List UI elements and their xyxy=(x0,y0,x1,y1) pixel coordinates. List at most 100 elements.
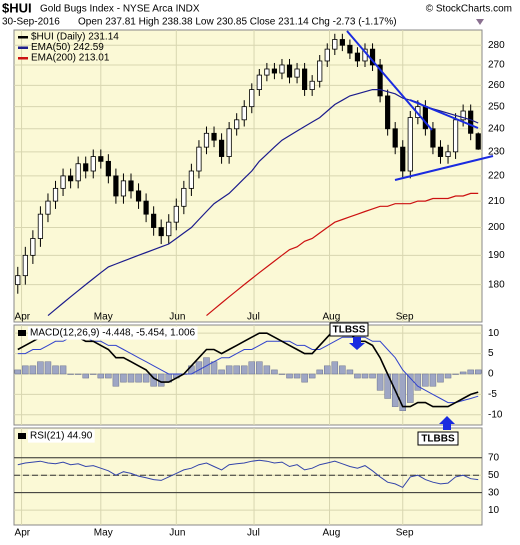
ema-line xyxy=(206,192,479,317)
histogram-bar xyxy=(29,365,37,375)
histogram-bar xyxy=(240,365,248,375)
candle-body xyxy=(218,139,225,157)
x-tick-label: Jun xyxy=(169,312,185,323)
legend-label: $HUI (Daily) 231.14 xyxy=(31,32,119,43)
y-tick-label: 230 xyxy=(488,146,505,157)
candle-body xyxy=(30,238,36,256)
dropdown-icon xyxy=(476,19,484,25)
candle-body xyxy=(279,64,285,74)
histogram-bar xyxy=(112,373,120,387)
y-tick-label: 220 xyxy=(488,171,505,182)
candle-body xyxy=(324,48,330,62)
histogram-bar xyxy=(422,373,429,387)
candle-body xyxy=(188,170,194,189)
x-tick-label: Sep xyxy=(396,528,414,539)
candle-body xyxy=(407,117,413,172)
histogram-bar xyxy=(44,361,52,375)
plot-layer: Apr Apr May May Jun Jun Jul Jul Aug Aug Sep Sep 180 1… xyxy=(14,30,505,539)
legend-swatch xyxy=(18,57,28,60)
histogram-bar xyxy=(67,373,74,375)
histogram-bar xyxy=(369,373,376,379)
histogram-bar xyxy=(339,365,346,375)
candle-body xyxy=(468,110,474,134)
x-tick-label: May xyxy=(94,312,113,323)
histogram-bar xyxy=(74,373,82,375)
histogram-bar xyxy=(346,369,354,375)
candle-body xyxy=(400,146,406,172)
histogram-bar xyxy=(316,369,323,375)
candle-body xyxy=(377,64,383,97)
histogram-bar xyxy=(293,373,301,379)
trendline xyxy=(409,99,479,129)
candle-body xyxy=(354,52,361,62)
trendline xyxy=(346,30,433,131)
annotation-box xyxy=(329,322,369,337)
histogram-bar xyxy=(22,365,29,375)
legend-label: EMA(200) 213.01 xyxy=(31,53,110,64)
candle-body xyxy=(347,44,353,54)
candle-body xyxy=(264,68,270,76)
histogram-bar xyxy=(52,365,59,375)
x-tick-label: Apr xyxy=(15,528,31,539)
histogram-bar xyxy=(407,373,414,403)
annotation: TLBSS xyxy=(333,325,366,336)
y-tick-label: 5 xyxy=(488,348,494,359)
histogram-bar xyxy=(474,369,482,375)
histogram-bar xyxy=(135,373,142,383)
histogram-bar xyxy=(437,373,444,383)
arrow xyxy=(439,416,455,430)
panel-title: RSI(21) 44.90 xyxy=(30,431,93,442)
histogram-bar xyxy=(233,365,240,375)
histogram-bar xyxy=(271,369,278,375)
candle-body xyxy=(68,175,74,182)
y-tick-label: -5 xyxy=(488,389,497,400)
candle-body xyxy=(241,106,247,121)
candle-body xyxy=(120,180,127,197)
candle-body xyxy=(151,213,157,228)
arrow xyxy=(349,337,365,350)
candle-body xyxy=(385,95,391,130)
histogram-bar xyxy=(301,373,308,383)
candle-body xyxy=(128,180,134,192)
histogram-bar xyxy=(376,373,384,391)
date: 30-Sep-2016 xyxy=(2,17,60,28)
candle-body xyxy=(392,128,398,148)
y-tick-label: 50 xyxy=(488,470,500,481)
candle-body xyxy=(105,160,111,177)
symbol: $HUI xyxy=(2,0,32,15)
y-tick-label: 0 xyxy=(488,369,494,380)
histogram-bar xyxy=(97,373,105,379)
source: © StockCharts.com xyxy=(426,4,512,15)
histogram-bar xyxy=(429,373,437,387)
x-tick-label: May xyxy=(94,528,113,539)
y-tick-label: 190 xyxy=(488,250,505,261)
candle-body xyxy=(52,187,59,202)
candle-body xyxy=(211,132,217,141)
candle-body xyxy=(445,151,451,157)
histogram-bar xyxy=(399,373,406,411)
panel-title-bg xyxy=(28,429,95,443)
x-tick-label: Jul xyxy=(247,312,260,323)
candle-body xyxy=(234,119,240,130)
candle-body xyxy=(196,146,202,172)
candle-body xyxy=(98,156,104,162)
histogram-bar xyxy=(90,373,97,375)
histogram-bar xyxy=(263,365,271,375)
y-tick-label: 180 xyxy=(488,279,505,290)
histogram-bar xyxy=(210,361,218,375)
histogram-bar xyxy=(331,361,339,375)
candle-body xyxy=(166,221,172,237)
histogram-bar xyxy=(195,361,203,375)
candle-body xyxy=(286,64,293,78)
histogram-bar xyxy=(14,369,22,375)
histogram-bar xyxy=(105,373,112,379)
candle-body xyxy=(271,68,278,74)
candle-body xyxy=(475,133,481,150)
candle-body xyxy=(203,132,210,148)
plot-area xyxy=(14,457,482,494)
annotation-box xyxy=(417,431,459,446)
histogram-bar xyxy=(308,373,316,379)
y-tick-label: 210 xyxy=(488,196,505,207)
y-tick-label: 250 xyxy=(488,101,505,112)
